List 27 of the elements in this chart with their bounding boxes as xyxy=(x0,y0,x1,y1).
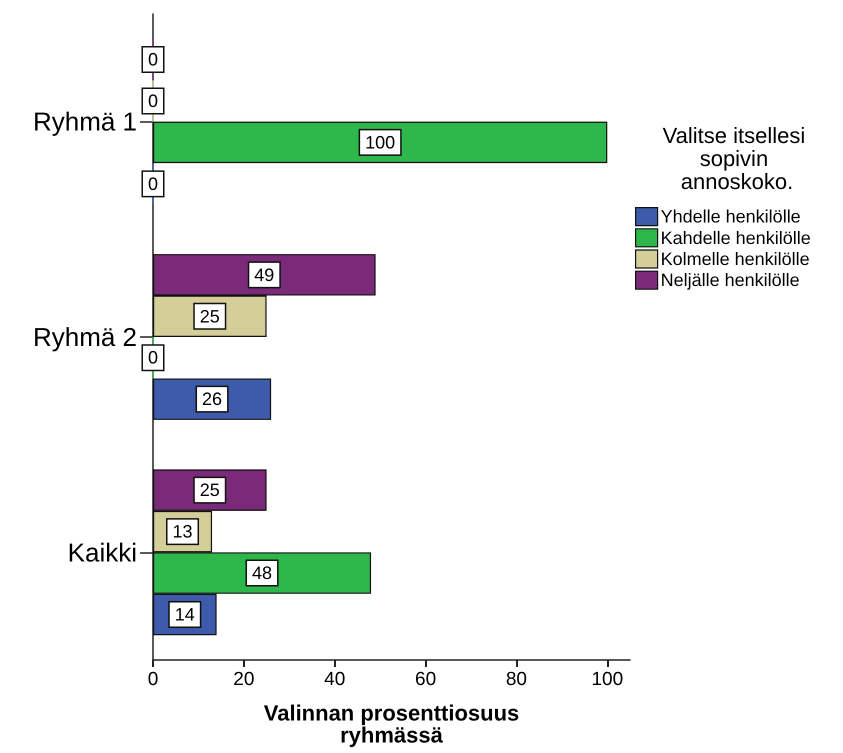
data-label: 14 xyxy=(174,604,195,625)
data-label: 25 xyxy=(200,306,220,326)
data-label: 13 xyxy=(172,522,193,542)
x-tick-label: 20 xyxy=(233,669,254,690)
legend-label: Neljälle henkilölle xyxy=(660,270,800,290)
data-label: 0 xyxy=(148,90,158,111)
data-label: 26 xyxy=(202,389,222,410)
x-tick-label: 60 xyxy=(415,669,436,690)
data-label: 0 xyxy=(148,348,158,368)
x-tick-label: 0 xyxy=(148,669,158,690)
x-axis-title: Valinnan prosenttiosuus ryhmässä xyxy=(264,700,520,748)
y-tick-label: Kaikki xyxy=(68,537,137,568)
legend-title: Valitse itsellesi sopivin annoskoko. xyxy=(662,123,812,194)
y-tick-label: Ryhmä 1 xyxy=(32,106,137,137)
x-tick-label: 40 xyxy=(324,669,346,690)
data-label: 0 xyxy=(148,174,158,194)
data-label: 100 xyxy=(365,132,396,152)
data-label: 0 xyxy=(148,49,158,70)
legend-label: Kolmelle henkilölle xyxy=(660,249,810,269)
legend-label: Yhdelle henkilölle xyxy=(660,206,801,227)
data-label: 25 xyxy=(200,480,220,500)
data-label: 48 xyxy=(252,563,272,584)
y-tick-label: Ryhmä 2 xyxy=(32,322,137,352)
x-tick-label: 80 xyxy=(506,669,527,690)
data-label: 49 xyxy=(254,264,274,285)
x-tick-label: 100 xyxy=(591,669,624,690)
legend-label: Kahdelle henkilölle xyxy=(660,228,811,248)
